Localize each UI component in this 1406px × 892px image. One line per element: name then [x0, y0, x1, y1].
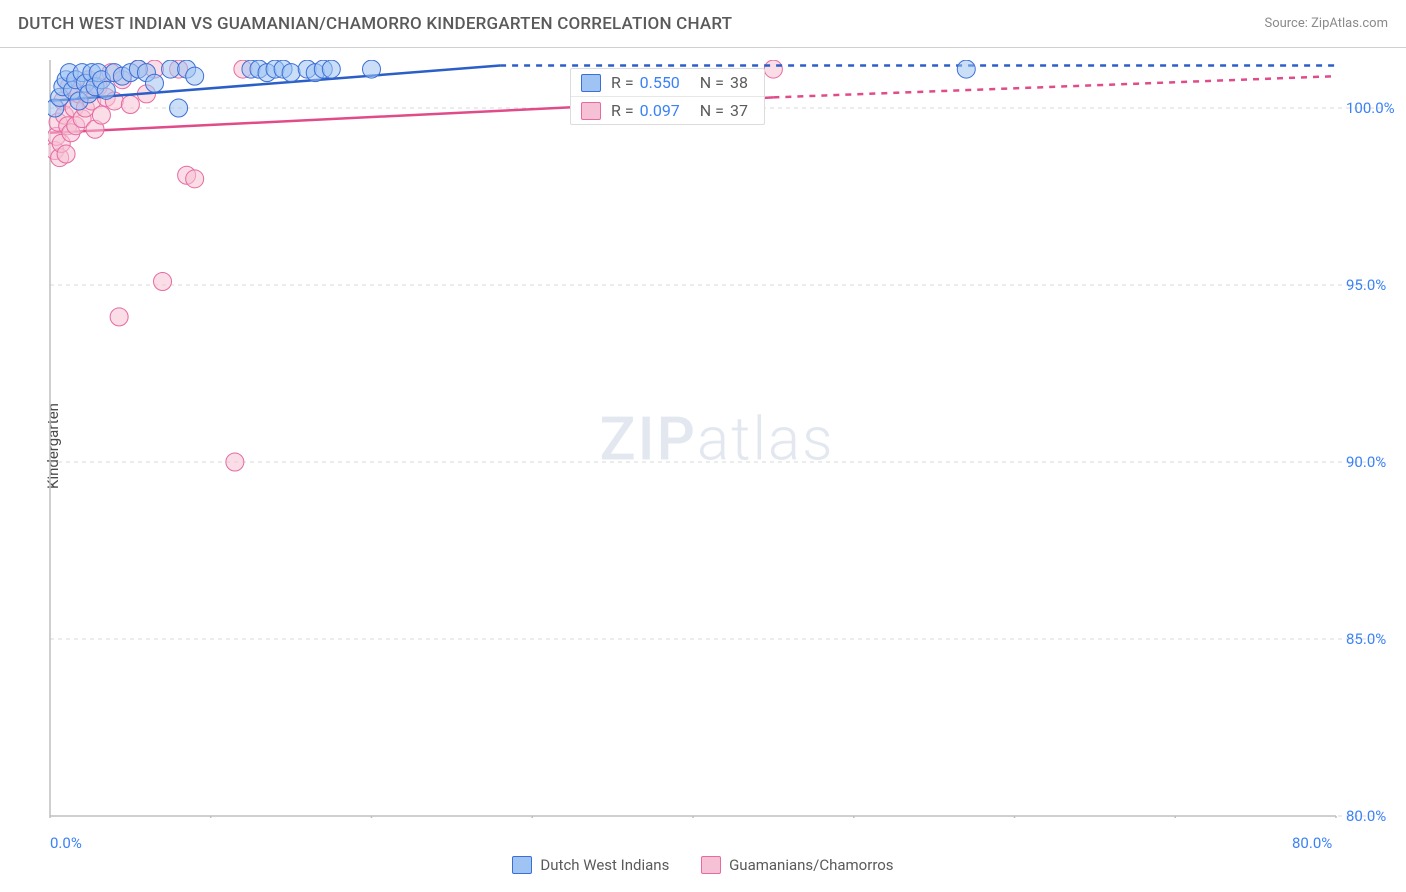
source-name: ZipAtlas.com — [1311, 16, 1388, 31]
n-label: N = — [700, 73, 724, 92]
legend-label-a: Dutch West Indians — [540, 856, 669, 874]
r-label: R = — [611, 73, 634, 92]
y-tick-label: 90.0% — [1346, 453, 1386, 471]
stats-row-series-b: R = 0.097 N = 37 — [571, 97, 764, 124]
legend-swatch-a — [512, 856, 532, 874]
n-value-b: 37 — [730, 101, 748, 120]
n-value-a: 38 — [730, 73, 748, 92]
n-label: N = — [700, 101, 724, 120]
y-tick-label: 95.0% — [1346, 276, 1386, 294]
source-prefix: Source: — [1264, 16, 1311, 31]
plot-area: ZIPatlas R = 0.550 N = 38 R = 0.097 N = … — [48, 60, 1386, 818]
chart-svg — [48, 60, 1386, 818]
legend-item-series-a: Dutch West Indians — [512, 856, 669, 874]
bottom-legend: Dutch West Indians Guamanians/Chamorros — [0, 856, 1406, 878]
y-tick-label: 100.0% — [1346, 99, 1395, 117]
stats-legend-box: R = 0.550 N = 38 R = 0.097 N = 37 — [570, 68, 765, 125]
source-label: Source: ZipAtlas.com — [1264, 16, 1388, 31]
legend-label-b: Guamanians/Chamorros — [729, 856, 893, 874]
chart-title: DUTCH WEST INDIAN VS GUAMANIAN/CHAMORRO … — [18, 14, 732, 34]
swatch-series-a — [581, 74, 601, 92]
x-tick-label: 80.0% — [1292, 834, 1332, 852]
r-value-b: 0.097 — [640, 101, 680, 120]
x-tick-label: 0.0% — [50, 834, 82, 852]
swatch-series-b — [581, 102, 601, 120]
y-tick-label: 80.0% — [1346, 807, 1386, 825]
legend-swatch-b — [701, 856, 721, 874]
r-label: R = — [611, 101, 634, 120]
stats-row-series-a: R = 0.550 N = 38 — [571, 69, 764, 97]
legend-item-series-b: Guamanians/Chamorros — [701, 856, 893, 874]
y-tick-label: 85.0% — [1346, 630, 1386, 648]
chart-header: DUTCH WEST INDIAN VS GUAMANIAN/CHAMORRO … — [0, 0, 1406, 48]
r-value-a: 0.550 — [640, 73, 680, 92]
